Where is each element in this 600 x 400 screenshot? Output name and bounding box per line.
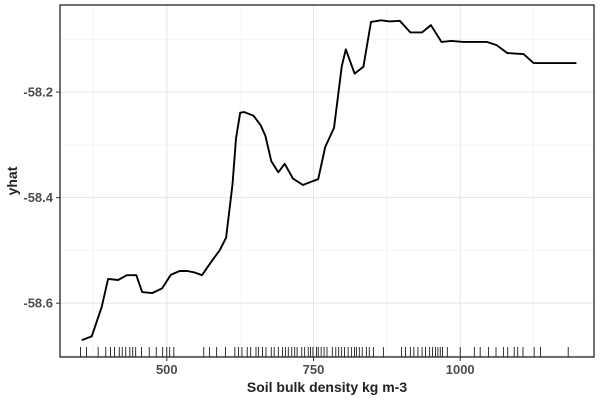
y-tick-label: -58.6 <box>23 296 53 311</box>
y-axis-title: yhat <box>4 166 20 195</box>
x-tick-label: 1000 <box>446 362 475 377</box>
x-tick-label: 500 <box>156 362 178 377</box>
rug-marks <box>80 347 569 357</box>
x-tick-label: 750 <box>303 362 325 377</box>
plot-panel-border <box>59 4 595 358</box>
y-tick-label: -58.2 <box>23 85 53 100</box>
series-line <box>81 19 577 341</box>
axes: 500 750 1000 -58.2 -58.4 -58.6 <box>23 85 474 377</box>
series-layer <box>81 19 577 341</box>
y-tick-label: -58.4 <box>23 190 53 205</box>
x-axis-title: Soil bulk density kg m-3 <box>247 379 407 395</box>
gridlines <box>60 5 594 357</box>
